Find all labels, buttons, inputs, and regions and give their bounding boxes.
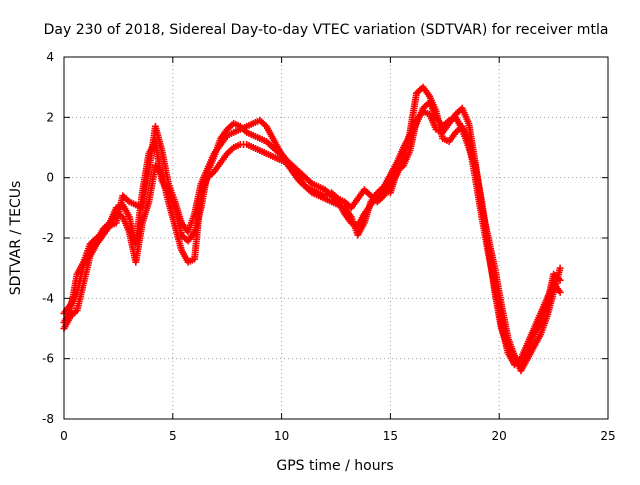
y-tick-label: -8	[42, 412, 54, 426]
x-tick-label: 25	[600, 429, 615, 443]
y-tick-label: 0	[46, 171, 54, 185]
grid-layer	[64, 57, 608, 419]
chart-title: Day 230 of 2018, Sidereal Day-to-day VTE…	[44, 22, 609, 38]
x-tick-label: 5	[169, 429, 177, 443]
data-point	[556, 264, 564, 272]
y-tick-label: 4	[46, 50, 54, 64]
tick-labels-layer: 0 5 10 15 20 25 -8 -6 -4 -2 0 2 4	[42, 50, 616, 443]
y-tick-label: 2	[46, 110, 54, 124]
x-axis-label: GPS time / hours	[276, 458, 393, 474]
data-point	[556, 288, 564, 296]
ticks-layer	[63, 56, 609, 420]
y-tick-label: -4	[42, 291, 54, 305]
x-tick-label: 20	[492, 429, 507, 443]
y-axis-label: SDTVAR / TECUs	[8, 181, 24, 296]
x-tick-label: 0	[60, 429, 68, 443]
y-tick-label: -6	[42, 352, 54, 366]
y-tick-label: -2	[42, 231, 54, 245]
points-layer	[60, 83, 564, 375]
x-tick-label: 15	[383, 429, 398, 443]
x-tick-label: 10	[274, 429, 289, 443]
data-point	[556, 276, 564, 284]
